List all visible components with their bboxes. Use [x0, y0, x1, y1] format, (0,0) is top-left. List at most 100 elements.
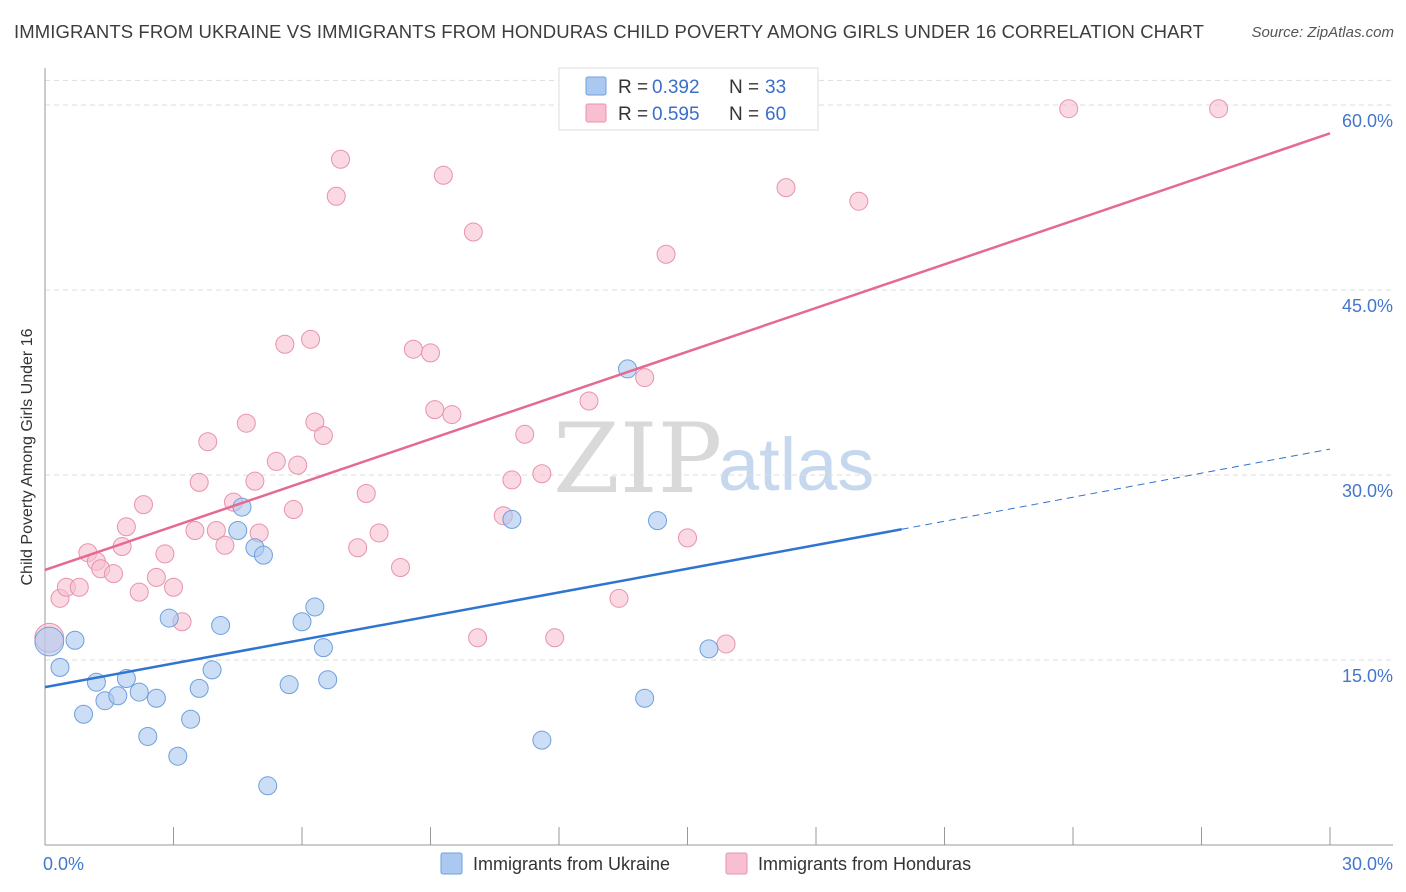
point-honduras [189, 472, 209, 492]
series-legend: Immigrants from Ukraine Immigrants from … [440, 852, 971, 875]
legend-n-value-honduras: 60 [765, 104, 786, 125]
point-honduras [545, 628, 565, 648]
trend-line-honduras [44, 132, 1331, 572]
y-tick-label: 15.0% [1342, 666, 1393, 686]
point-honduras [288, 455, 308, 475]
point-honduras [215, 535, 235, 555]
point-honduras [164, 577, 183, 597]
point-honduras [515, 424, 535, 444]
point-ukraine [502, 509, 522, 529]
point-honduras [116, 517, 136, 537]
point-honduras [425, 400, 445, 420]
point-honduras [391, 558, 411, 577]
y-tick-label: 60.0% [1342, 111, 1393, 131]
point-ukraine [34, 626, 65, 657]
point-honduras [468, 628, 488, 648]
point-ukraine [65, 630, 85, 650]
bottom-legend-swatch-ukraine [440, 852, 463, 875]
point-ukraine [138, 726, 158, 746]
point-honduras [275, 334, 295, 354]
point-honduras [532, 464, 552, 484]
point-honduras [502, 470, 522, 490]
y-tick-labels: 15.0% 30.0% 45.0% 60.0% [1342, 111, 1393, 686]
point-honduras [236, 413, 256, 433]
point-ukraine [313, 638, 333, 658]
point-ukraine [258, 776, 278, 796]
bottom-legend-label-honduras: Immigrants from Honduras [758, 854, 971, 874]
watermark-atlas: atlas [718, 423, 874, 506]
point-honduras [198, 432, 218, 452]
legend-swatch-honduras [585, 103, 607, 123]
point-honduras [849, 191, 869, 211]
series-honduras-points [34, 99, 1229, 654]
point-honduras [635, 368, 655, 388]
point-honduras [356, 484, 376, 503]
legend-r-label-honduras: R = [618, 104, 648, 125]
x-axis-ticks [44, 827, 1331, 845]
point-honduras [403, 339, 423, 359]
point-honduras [1059, 99, 1079, 119]
point-ukraine [318, 670, 338, 690]
legend-n-label-ukraine: N = [729, 77, 759, 98]
gridlines [45, 79, 1393, 661]
point-honduras [1209, 99, 1229, 119]
point-honduras [609, 588, 629, 608]
y-tick-label: 30.0% [1342, 481, 1393, 501]
point-honduras [678, 528, 697, 548]
point-honduras [331, 149, 351, 169]
legend-r-label-ukraine: R = [618, 77, 648, 98]
legend-n-label-honduras: N = [729, 104, 759, 125]
point-ukraine [253, 545, 273, 565]
point-ukraine [635, 688, 655, 708]
point-honduras [579, 391, 599, 411]
point-ukraine [202, 660, 222, 680]
point-ukraine [146, 688, 166, 708]
point-ukraine [74, 704, 94, 724]
source-label: Source: ZipAtlas.com [1251, 24, 1394, 41]
y-axis-label: Child Poverty Among Girls Under 16 [19, 328, 36, 585]
point-honduras [146, 567, 166, 587]
point-honduras [134, 495, 154, 515]
point-ukraine [699, 639, 719, 659]
point-ukraine [532, 730, 552, 750]
point-honduras [206, 521, 226, 540]
y-tick-label: 45.0% [1342, 296, 1393, 316]
point-ukraine [189, 678, 209, 698]
point-ukraine [211, 615, 231, 635]
point-honduras [776, 178, 796, 198]
point-honduras [442, 405, 462, 425]
point-ukraine [129, 682, 149, 702]
x-tick-label-max: 30.0% [1342, 854, 1393, 874]
trend-line-ukraine-extension [901, 448, 1331, 530]
correlation-legend: R = 0.392 N = 33 R = 0.595 N = 60 [558, 67, 819, 131]
point-honduras [716, 634, 736, 654]
point-ukraine [108, 686, 128, 706]
point-honduras [129, 582, 149, 602]
point-honduras [463, 222, 483, 242]
point-honduras [301, 329, 321, 349]
trend-line-ukraine [44, 528, 902, 689]
point-ukraine [305, 597, 325, 617]
point-honduras [313, 426, 333, 446]
point-ukraine [228, 521, 248, 540]
point-ukraine [168, 746, 188, 766]
bottom-legend-swatch-honduras [725, 852, 748, 875]
point-honduras [283, 500, 303, 520]
point-honduras [266, 451, 286, 471]
bottom-legend-label-ukraine: Immigrants from Ukraine [473, 854, 670, 874]
x-tick-label-min: 0.0% [43, 854, 84, 874]
legend-swatch-ukraine [585, 76, 607, 96]
point-honduras [369, 523, 389, 543]
point-honduras [326, 186, 346, 206]
point-honduras [155, 544, 175, 564]
point-honduras [348, 538, 368, 558]
point-ukraine [279, 675, 299, 695]
point-ukraine [292, 612, 312, 632]
chart-title: IMMIGRANTS FROM UKRAINE VS IMMIGRANTS FR… [14, 21, 1205, 42]
point-ukraine [159, 608, 179, 628]
point-honduras [245, 471, 265, 491]
point-ukraine [648, 511, 668, 531]
point-honduras [69, 577, 89, 597]
point-honduras [104, 564, 124, 584]
